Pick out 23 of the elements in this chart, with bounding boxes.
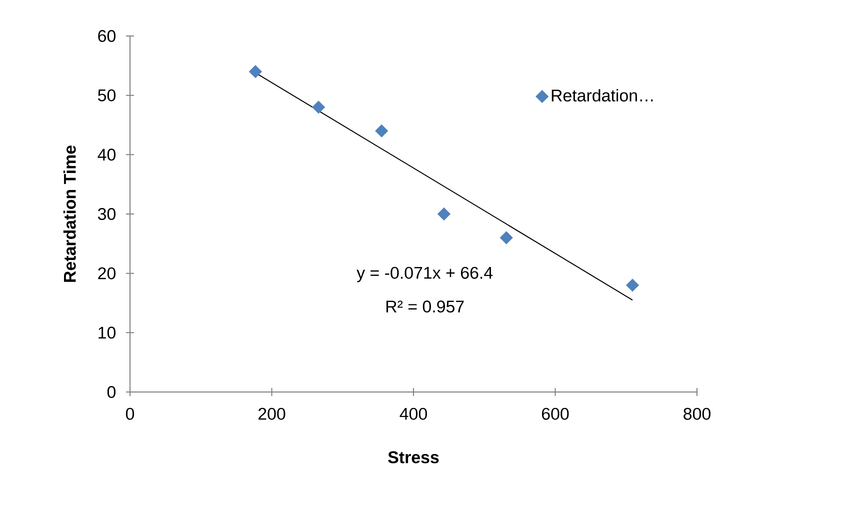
y-tick-label: 20 xyxy=(98,267,116,280)
x-tick-label: 400 xyxy=(400,408,427,420)
y-tick-label: 0 xyxy=(107,386,116,398)
y-axis-title: Retardation Time xyxy=(63,146,76,282)
point xyxy=(500,231,513,244)
y-tick-label: 60 xyxy=(98,30,116,42)
y-tick-label: 50 xyxy=(98,89,116,102)
y-tick-label: 10 xyxy=(98,326,116,339)
annotation: R² = 0.957 xyxy=(386,300,464,313)
y-tick-label: 40 xyxy=(98,148,116,161)
point xyxy=(375,124,388,138)
point xyxy=(437,207,451,221)
x-tick-label: 200 xyxy=(258,408,286,420)
y-tick-label: 30 xyxy=(98,208,116,220)
legend-label: Retardation… xyxy=(552,89,653,102)
x-tick-label: 600 xyxy=(542,408,569,420)
point xyxy=(248,65,262,78)
x-axis-title: Stress xyxy=(388,451,439,464)
x-tick-label: 0 xyxy=(126,408,134,420)
x-tick-label: 800 xyxy=(684,408,710,420)
point xyxy=(626,278,640,292)
annotation: y = -0.071x + 66.4 xyxy=(356,266,493,282)
point xyxy=(312,100,326,114)
